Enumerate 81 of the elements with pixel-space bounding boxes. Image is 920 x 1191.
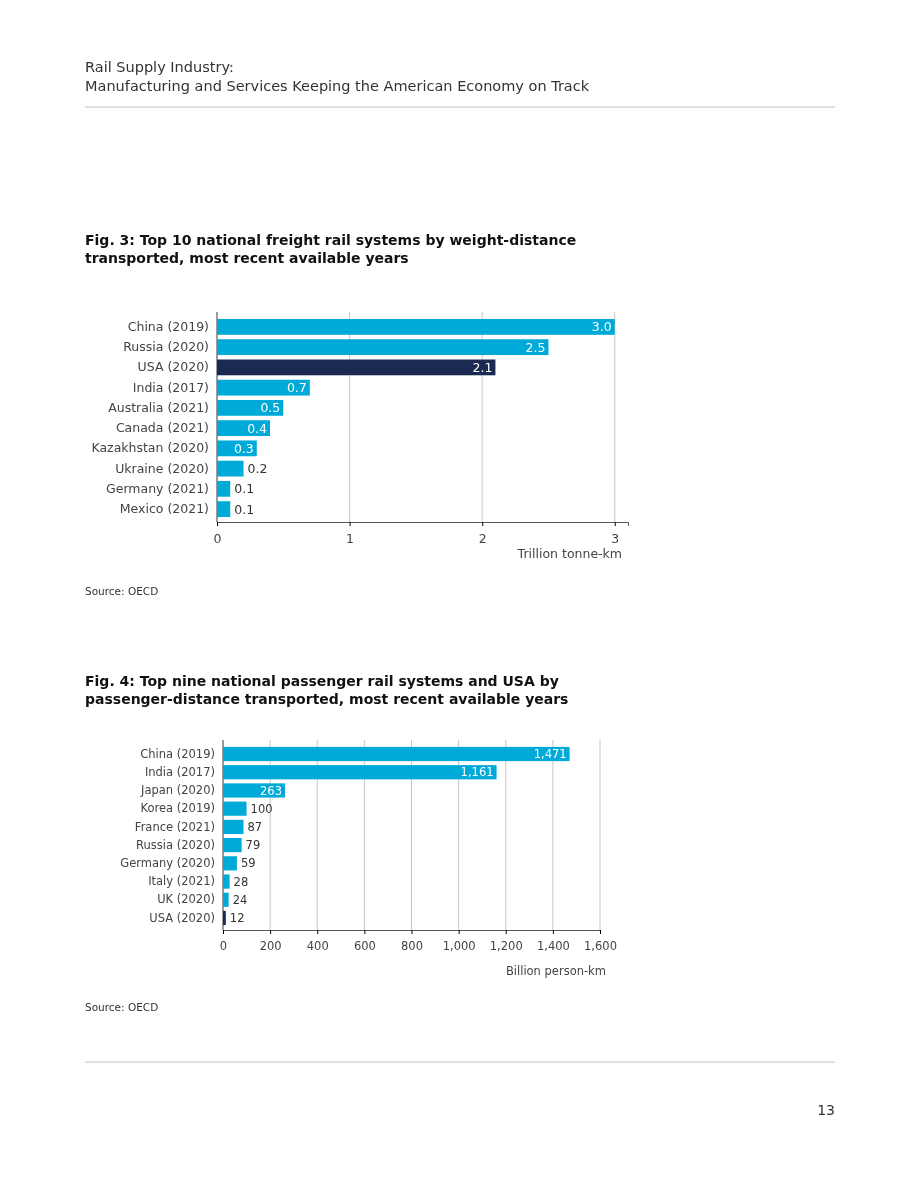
data-label: 0.5 — [260, 400, 281, 416]
x-axis-title: Billion person-km — [505, 964, 606, 978]
data-label: 28 — [233, 874, 249, 889]
text: Rail Supply Industry: — [85, 59, 234, 75]
y-tick-label: Germany (2020) — [120, 856, 215, 871]
x-tick-label: 400 — [306, 939, 329, 954]
data-label: 0.4 — [247, 420, 268, 436]
y-tick-label: Russia (2020) — [123, 339, 209, 355]
y-tick-label: Russia (2020) — [136, 837, 215, 852]
data-label: 0.1 — [234, 501, 255, 517]
x-tick-label: 2 — [478, 530, 487, 546]
data-label: 79 — [245, 838, 261, 853]
bar — [217, 399, 284, 416]
data-label: 0.3 — [233, 440, 254, 456]
bar — [223, 765, 497, 780]
y-tick-label: Mexico (2021) — [119, 501, 209, 517]
y-tick-label: China (2019) — [140, 746, 215, 761]
data-label: 87 — [247, 820, 263, 835]
x-tick-label: 600 — [353, 939, 376, 954]
bar — [217, 501, 231, 517]
bar — [217, 480, 231, 497]
y-tick-label: Australia (2021) — [108, 399, 209, 415]
source-note: Source: OECD — [85, 585, 159, 597]
bar — [217, 379, 310, 396]
data-label: 24 — [232, 892, 248, 907]
bar — [223, 838, 242, 853]
data-label: 3.0 — [591, 319, 612, 335]
y-tick-label: Japan (2020) — [140, 783, 215, 798]
bar — [217, 420, 271, 437]
bar — [223, 892, 229, 907]
y-tick-label: China (2019) — [127, 318, 209, 334]
data-label: 59 — [240, 856, 256, 871]
y-tick-label: Korea (2019) — [140, 801, 215, 816]
bar — [223, 746, 570, 762]
bar — [223, 910, 226, 926]
y-tick-label: India (2017) — [132, 379, 209, 395]
x-tick-label: 1,600 — [584, 939, 617, 954]
data-label: 0.1 — [234, 481, 255, 497]
data-label: 2.1 — [472, 359, 493, 375]
text: 13 — [817, 1102, 835, 1118]
text: Manufacturing and Services Keeping the American Economy on Track — [85, 78, 590, 94]
y-tick-label: UK (2020) — [157, 892, 215, 907]
bar — [223, 874, 230, 889]
y-tick-label: Ukraine (2020) — [115, 460, 209, 476]
data-label: 0.2 — [247, 461, 268, 477]
chart-title: Fig. 4: Top nine national passenger rail systems and USA by passenger-distance transported, most recent available years — [85, 673, 569, 707]
y-tick-label: India (2017) — [144, 764, 215, 779]
source-note: Source: OECD — [85, 1001, 159, 1013]
chart-title: Fig. 3: Top 10 national freight rail systems by weight-distance transported, most recent available years — [85, 232, 577, 266]
data-label: 0.7 — [286, 380, 307, 396]
bar — [217, 319, 615, 335]
bar — [217, 460, 244, 477]
data-label: 2.5 — [525, 339, 546, 355]
bar — [217, 359, 496, 376]
data-label: 1,471 — [533, 747, 567, 762]
x-tick-label: 0 — [213, 530, 222, 546]
bar — [223, 856, 237, 871]
x-tick-label: 800 — [401, 939, 423, 954]
y-tick-label: France (2021) — [134, 819, 215, 834]
bar — [223, 819, 244, 834]
y-tick-label: Canada (2021) — [115, 420, 209, 436]
x-tick-label: 3 — [611, 530, 620, 546]
y-tick-label: Italy (2021) — [148, 874, 215, 889]
y-tick-label: Kazakhstan (2020) — [91, 440, 209, 456]
x-tick-label: 1,000 — [442, 939, 476, 954]
data-label: 263 — [260, 783, 282, 798]
x-tick-label: 1,400 — [536, 939, 570, 954]
y-tick-label: USA (2020) — [149, 910, 215, 925]
x-tick-label: 1,200 — [489, 939, 523, 954]
bar — [223, 801, 247, 816]
y-tick-label: USA (2020) — [137, 359, 209, 375]
x-axis-title: Trillion tonne-km — [516, 546, 622, 561]
y-tick-label: Germany (2021) — [106, 480, 209, 496]
x-tick-label: 0 — [219, 939, 228, 954]
data-label: 12 — [229, 911, 245, 926]
data-label: 1,161 — [460, 765, 494, 780]
x-tick-label: 1 — [346, 530, 355, 546]
bar — [217, 339, 549, 356]
bar — [223, 783, 285, 798]
data-label: 100 — [250, 801, 273, 816]
x-tick-label: 200 — [259, 939, 282, 954]
